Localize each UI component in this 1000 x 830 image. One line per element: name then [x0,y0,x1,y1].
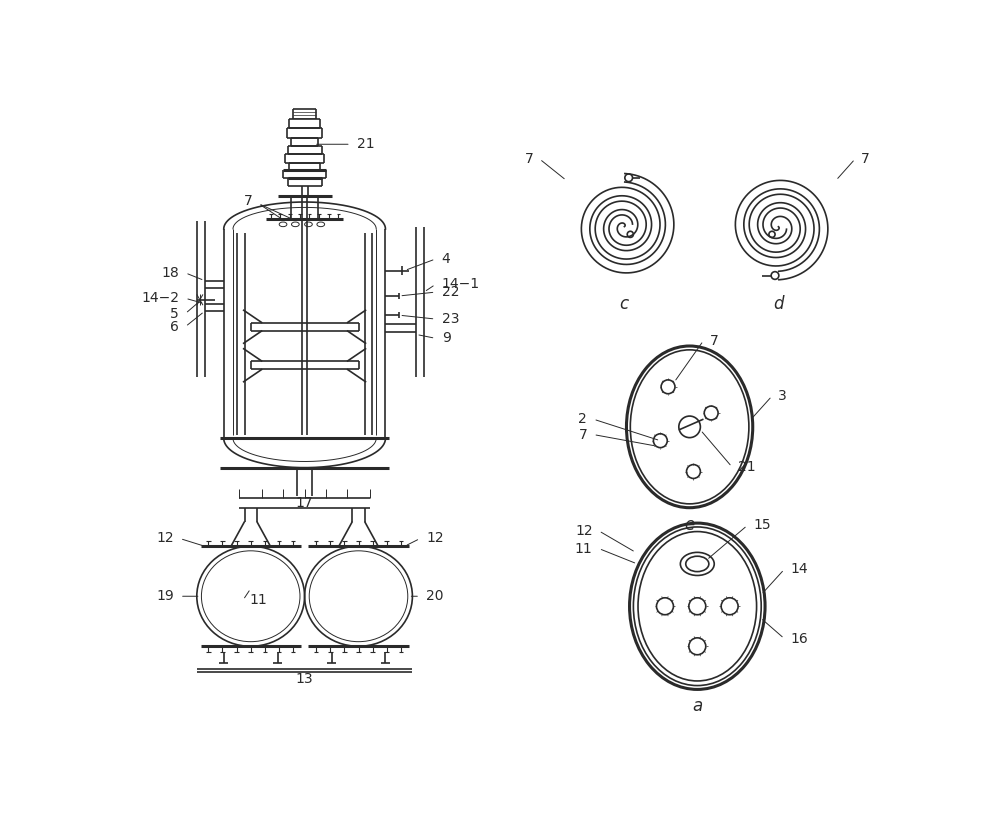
Text: 12: 12 [156,531,174,545]
Text: 13: 13 [296,671,313,686]
Text: 4: 4 [442,252,450,266]
Text: 2: 2 [578,413,587,426]
Text: 6: 6 [170,320,179,334]
Text: 9: 9 [442,331,451,345]
Text: 12: 12 [575,524,593,538]
Text: 11: 11 [575,541,593,555]
Text: 21: 21 [357,137,375,151]
Text: 11: 11 [249,593,267,607]
Text: 14−1: 14−1 [442,277,480,291]
Text: 18: 18 [161,266,179,280]
Text: 7: 7 [243,194,252,208]
Text: 5: 5 [170,306,179,320]
Text: 22: 22 [442,285,459,299]
Text: e: e [684,516,695,535]
Text: 23: 23 [442,312,459,326]
Text: 7: 7 [525,152,533,166]
Text: 7: 7 [578,427,587,442]
Text: 14: 14 [790,562,808,576]
Text: d: d [773,295,783,313]
Text: 17: 17 [296,496,313,510]
Text: 7: 7 [710,334,718,348]
Text: 19: 19 [156,589,174,603]
Text: 20: 20 [426,589,444,603]
Text: a: a [692,697,702,715]
Text: 21: 21 [738,460,756,474]
Text: 7: 7 [861,152,870,166]
Text: 15: 15 [754,519,771,532]
Text: 14−2: 14−2 [141,291,179,305]
Text: 16: 16 [790,632,808,646]
Text: c: c [620,295,629,313]
Text: 3: 3 [778,389,787,403]
Text: 12: 12 [426,531,444,545]
